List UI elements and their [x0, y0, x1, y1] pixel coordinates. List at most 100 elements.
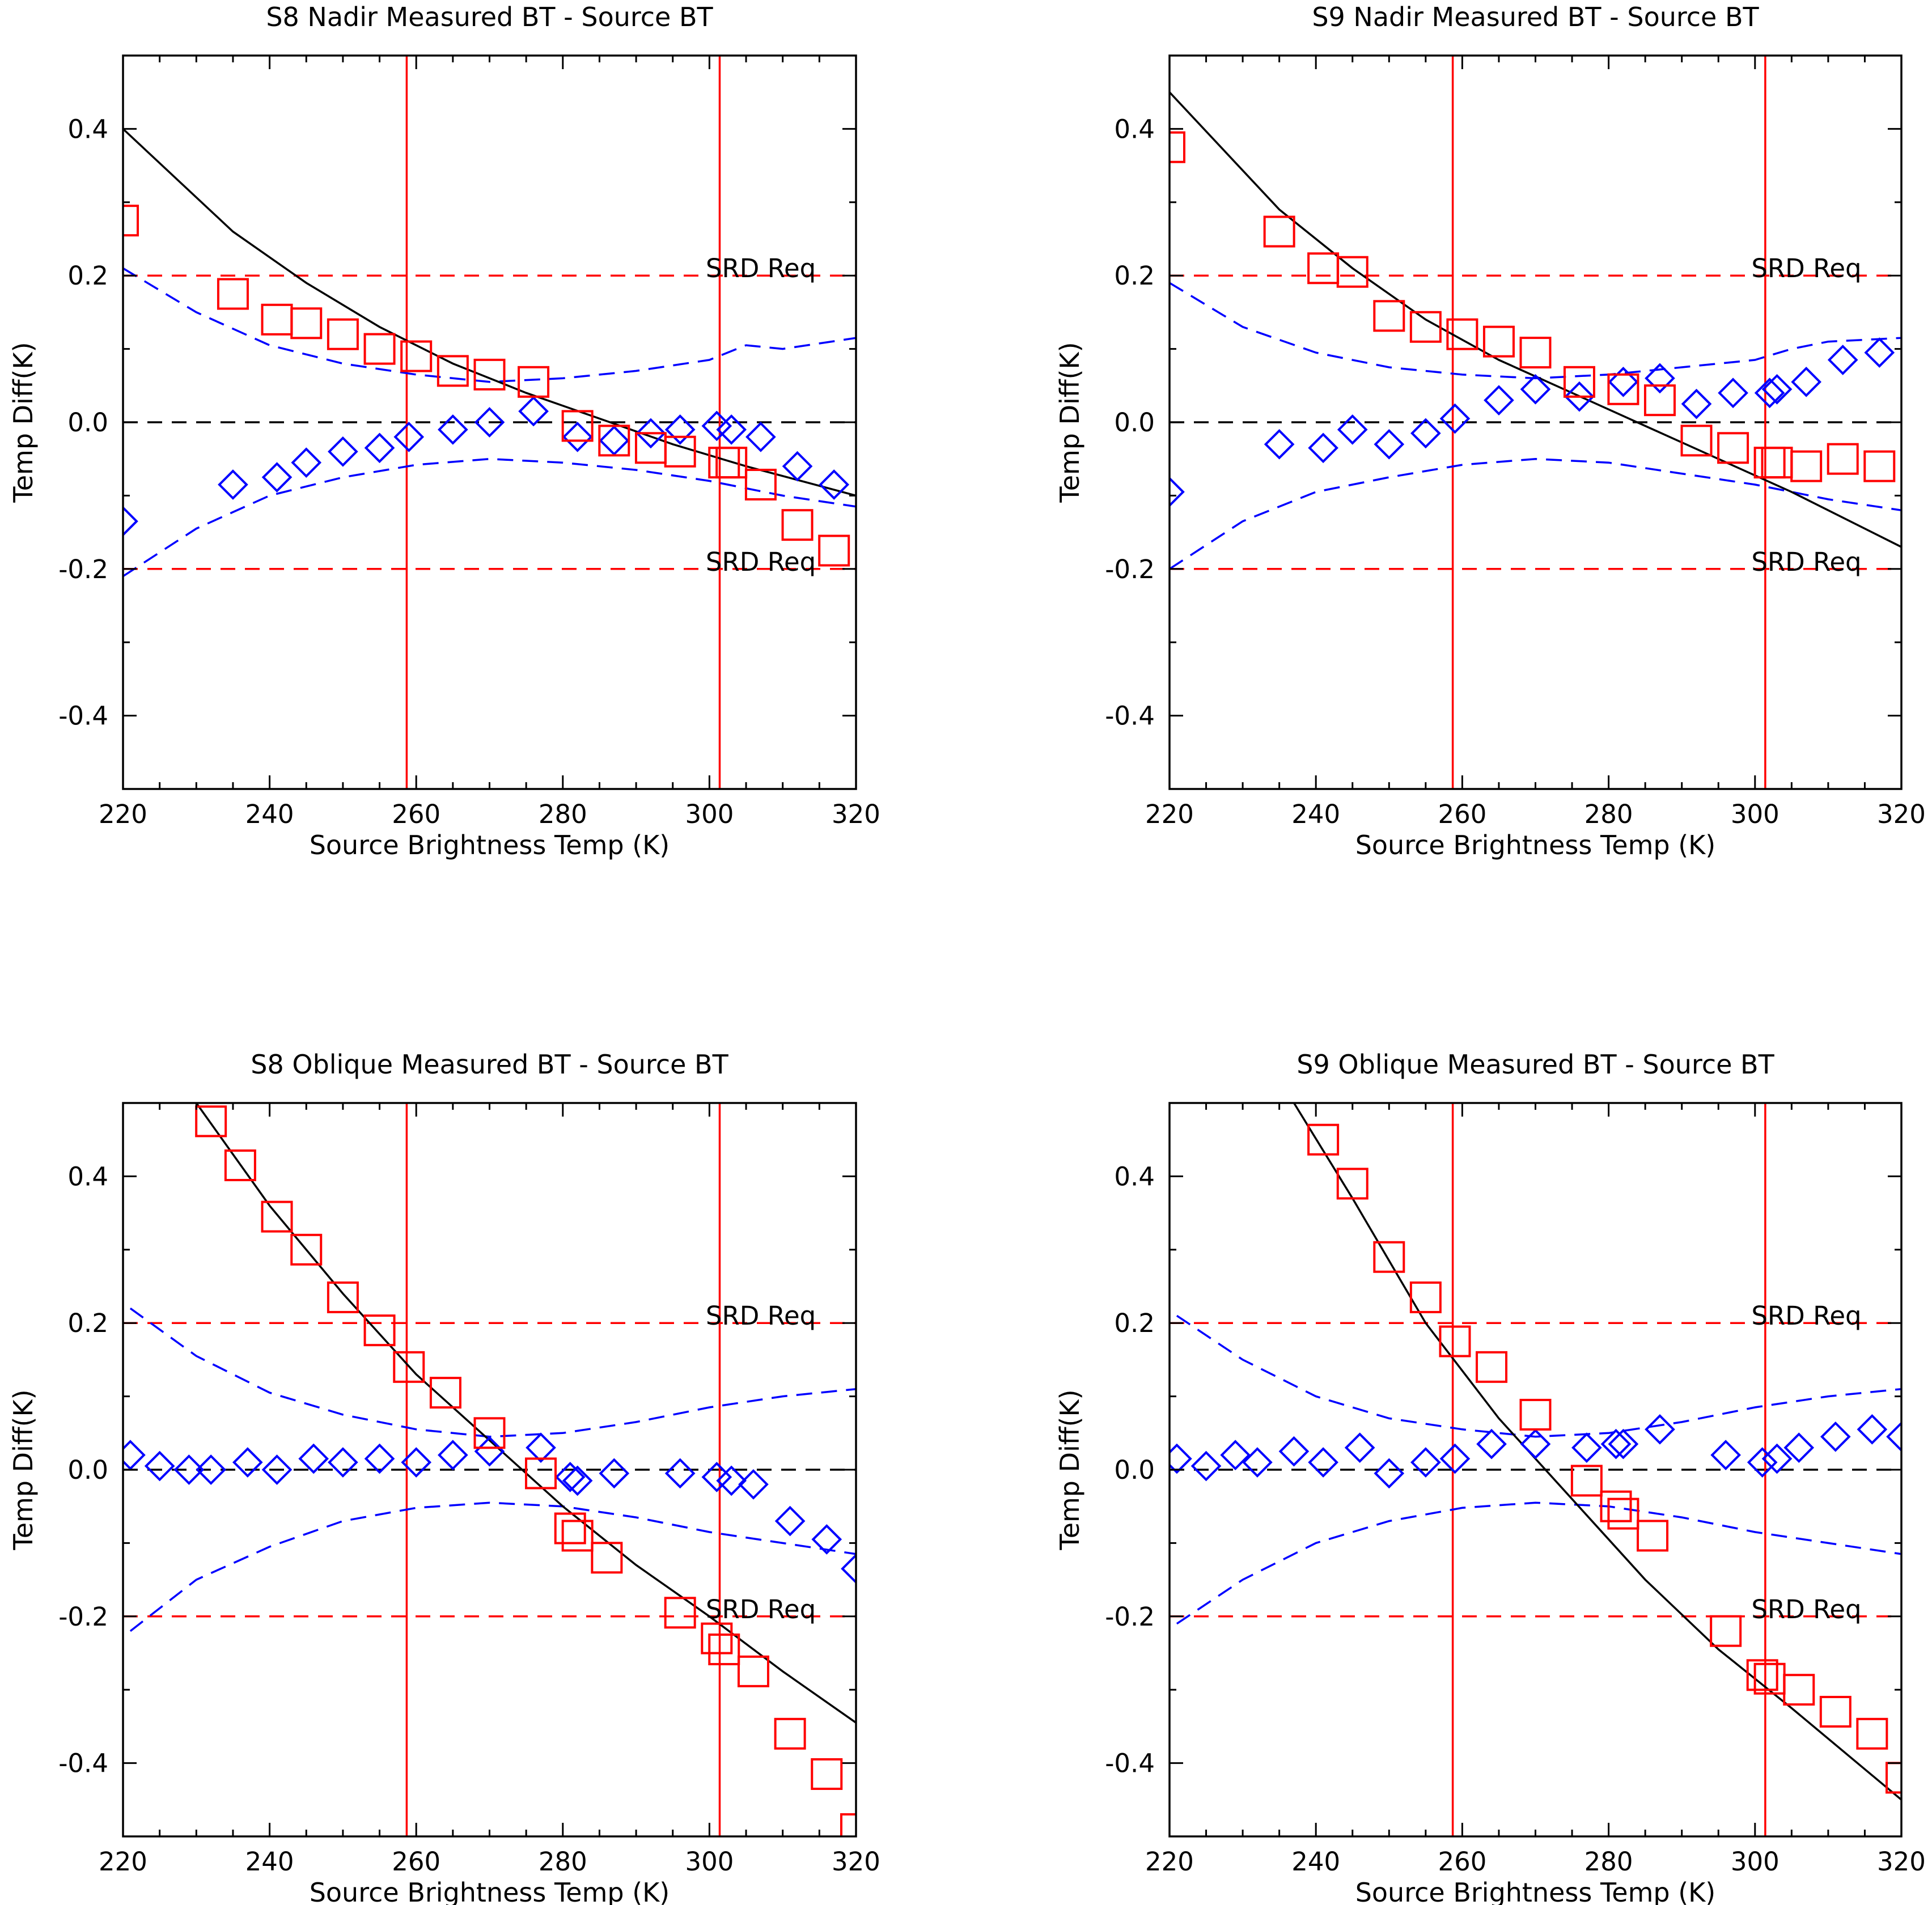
measured-squares — [1170, 131, 1896, 482]
square-point — [715, 447, 748, 479]
square-point — [327, 318, 359, 350]
y-tick-label: 0.0 — [67, 408, 108, 438]
diamond-point — [1645, 363, 1675, 394]
square-point — [1446, 318, 1478, 350]
uncertainty-upper-curve — [1170, 282, 1901, 380]
diamond-point — [664, 414, 696, 445]
diamond-point — [438, 414, 468, 445]
y-axis-label: Temp Diff(K) — [1054, 1389, 1085, 1550]
fit-curve — [195, 1103, 856, 1724]
plot-area — [1170, 56, 1901, 789]
square-point — [1886, 1762, 1901, 1794]
square-point — [701, 1622, 733, 1654]
uncertainty-lower-curve — [1176, 1501, 1901, 1625]
square-point — [217, 278, 249, 310]
plot-area — [1170, 1103, 1901, 1836]
diamond-point — [1791, 367, 1821, 397]
fit-curve — [1293, 1103, 1901, 1801]
y-axis-label: Temp Diff(K) — [8, 342, 39, 503]
x-tick-label: 260 — [1438, 1847, 1486, 1877]
diamond-point — [1857, 1414, 1888, 1445]
square-point — [1710, 1615, 1742, 1647]
diamond-point — [1410, 418, 1441, 449]
square-point — [561, 1520, 594, 1552]
diamond-point — [782, 451, 813, 482]
x-tick-label: 240 — [245, 1847, 294, 1877]
square-point — [598, 425, 630, 457]
x-tick-label: 320 — [1877, 799, 1926, 829]
square-point — [840, 1813, 856, 1836]
square-point — [811, 1758, 843, 1791]
diamond-point — [811, 1524, 842, 1555]
square-point — [1307, 1123, 1340, 1156]
x-axis-label: Source Brightness Temp (K) — [1355, 1877, 1716, 1905]
diamond-point — [196, 1454, 226, 1485]
diamond-point — [291, 447, 322, 478]
y-axis-label: Temp Diff(K) — [1054, 342, 1085, 503]
diamond-point — [364, 1443, 395, 1474]
square-point — [1439, 1325, 1471, 1357]
diamond-point — [328, 1447, 358, 1478]
square-point — [1790, 450, 1823, 482]
square-point — [363, 333, 396, 365]
square-point — [261, 1200, 293, 1233]
diamond-point — [1337, 414, 1368, 445]
x-tick-label: 320 — [832, 799, 880, 829]
x-tick-label: 300 — [685, 1847, 734, 1877]
diamond-point — [232, 1447, 263, 1478]
srd-lower-label: SRD Req — [706, 1594, 816, 1624]
chart-title: S8 Nadir Measured BT - Source BT — [266, 2, 713, 32]
diamond-point — [218, 469, 248, 500]
uncertainty-upper-curve — [1176, 1314, 1901, 1438]
diamond-point — [1170, 1443, 1192, 1474]
square-point — [327, 1281, 359, 1313]
y-tick-label: 0.4 — [1114, 1161, 1155, 1191]
square-point — [1783, 1674, 1815, 1706]
square-point — [1717, 432, 1749, 464]
diamond-point — [328, 436, 358, 467]
diamond-point — [1308, 1447, 1338, 1478]
square-point — [744, 468, 777, 500]
square-point — [1827, 443, 1859, 475]
diamond-point — [474, 1436, 505, 1467]
y-tick-label: 0.4 — [1114, 114, 1155, 144]
diamond-point — [554, 1462, 586, 1492]
square-point — [400, 340, 433, 372]
square-point — [195, 1105, 227, 1138]
square-point — [1607, 1497, 1639, 1530]
diamond-point — [438, 1440, 468, 1470]
square-point — [1170, 131, 1185, 163]
plot-area — [123, 1103, 856, 1836]
square-point — [664, 1597, 696, 1629]
square-point — [261, 303, 293, 336]
ticks — [1168, 54, 1903, 790]
x-tick-label: 280 — [1584, 1847, 1633, 1877]
x-tick-label: 300 — [1731, 799, 1780, 829]
square-point — [525, 1457, 557, 1490]
square-point — [1570, 1465, 1603, 1497]
diamond-point — [635, 418, 666, 449]
residual-diamonds — [123, 396, 850, 537]
y-tick-label: 0.0 — [67, 1455, 108, 1485]
measured-squares — [195, 1105, 856, 1836]
measured-squares — [1307, 1123, 1901, 1794]
square-point — [737, 1655, 769, 1687]
x-tick-label: 300 — [1731, 1847, 1780, 1877]
srd-lower-label: SRD Req — [1751, 1594, 1861, 1624]
y-tick-label: 0.4 — [67, 1161, 108, 1191]
diamond-point — [298, 1443, 329, 1474]
square-point — [393, 1351, 425, 1383]
diamond-point — [819, 469, 850, 500]
x-tick-label: 220 — [99, 1847, 147, 1877]
srd-upper-label: SRD Req — [1751, 253, 1861, 283]
diamond-point — [1374, 428, 1405, 460]
square-point — [473, 358, 506, 391]
diamond-point — [1564, 381, 1595, 412]
x-tick-label: 220 — [1145, 799, 1194, 829]
square-point — [1373, 300, 1405, 332]
square-point — [1643, 384, 1676, 417]
diamond-point — [745, 422, 776, 452]
diamond-point — [738, 1469, 769, 1500]
diamond-point — [1278, 1436, 1310, 1467]
